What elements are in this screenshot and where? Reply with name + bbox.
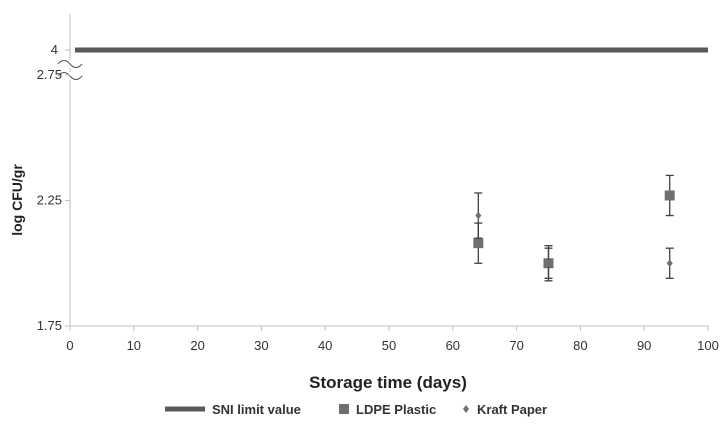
legend: SNI limit value LDPE Plastic Kraft Paper — [165, 402, 547, 417]
series-layer — [75, 47, 708, 282]
x-tick-label: 70 — [509, 338, 523, 353]
legend-label: Kraft Paper — [477, 402, 547, 417]
data-point — [475, 211, 482, 220]
legend-symbol — [463, 405, 469, 413]
x-axis-title: Storage time (days) — [309, 373, 467, 392]
axes: 0 10 20 30 40 50 60 70 80 90 100 1.75 2.25 2.75 4 — [37, 14, 719, 353]
y-axis-title: log CFU/gr — [9, 164, 25, 236]
legend-label: LDPE Plastic — [356, 402, 436, 417]
data-point — [473, 238, 484, 249]
legend-label: SNI limit value — [212, 402, 301, 417]
axis-break-mark — [57, 72, 83, 80]
x-tick-label: 0 — [66, 338, 73, 353]
legend-symbol — [339, 404, 349, 414]
x-tick-label: 20 — [190, 338, 204, 353]
x-tick-label: 50 — [382, 338, 396, 353]
x-tick-label: 60 — [446, 338, 460, 353]
x-tick-label: 90 — [637, 338, 651, 353]
y-tick-label: 2.25 — [37, 193, 62, 208]
x-tick-label: 10 — [127, 338, 141, 353]
data-point — [666, 259, 673, 268]
x-tick-label: 30 — [254, 338, 268, 353]
axis-break-mark — [57, 60, 83, 68]
x-tick-label: 40 — [318, 338, 332, 353]
x-tick-label: 80 — [573, 338, 587, 353]
y-break-tick-label: 4 — [51, 42, 58, 57]
y-tick-label: 2.75 — [37, 67, 62, 82]
data-point — [664, 190, 675, 201]
data-point — [545, 259, 552, 268]
x-tick-label: 100 — [697, 338, 719, 353]
y-tick-label: 1.75 — [37, 318, 62, 333]
